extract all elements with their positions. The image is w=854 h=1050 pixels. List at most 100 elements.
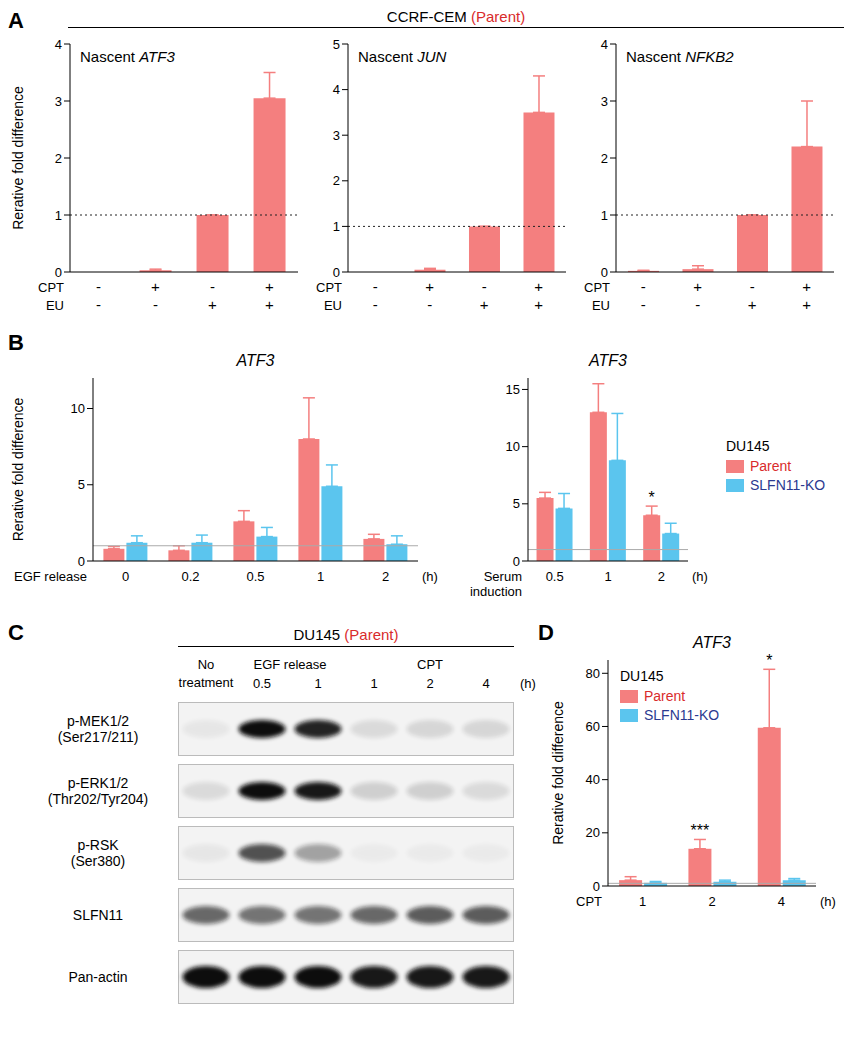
- svg-text:-: -: [96, 278, 101, 295]
- svg-text:0: 0: [55, 265, 62, 280]
- html-text:B: B: [8, 330, 24, 355]
- html-text:Nascent NFKB2: Nascent NFKB2: [626, 48, 734, 65]
- svg-text:-: -: [695, 296, 700, 313]
- svg-text:0.2: 0.2: [181, 569, 199, 584]
- svg-text:4: 4: [601, 37, 608, 52]
- svg-text:***: ***: [691, 822, 710, 839]
- svg-text:0.5: 0.5: [246, 569, 264, 584]
- html-text:C: C: [8, 620, 24, 645]
- svg-text:1: 1: [317, 569, 324, 584]
- svg-text:0: 0: [601, 265, 608, 280]
- html-text:SLFN11-KO: SLFN11-KO: [750, 477, 826, 493]
- html-text:DU145: DU145: [726, 438, 770, 454]
- svg-text:3: 3: [333, 128, 340, 143]
- html-text:A: A: [8, 8, 24, 33]
- svg-text:EU: EU: [324, 298, 342, 313]
- html-text:Nascent JUN: Nascent JUN: [358, 48, 447, 65]
- svg-text:40: 40: [586, 772, 600, 787]
- svg-text:Serum: Serum: [484, 569, 522, 584]
- svg-text:2: 2: [55, 151, 62, 166]
- html-text:Nascent ATF3: Nascent ATF3: [80, 48, 175, 65]
- svg-text:EU: EU: [46, 298, 64, 313]
- svg-text:5: 5: [513, 496, 520, 511]
- svg-text:EGF release: EGF release: [14, 569, 87, 584]
- svg-text:+: +: [480, 296, 489, 313]
- svg-text:10: 10: [506, 439, 520, 454]
- svg-text:-: -: [482, 278, 487, 295]
- html-text:Parent: Parent: [750, 458, 792, 474]
- svg-text:20: 20: [586, 825, 600, 840]
- html-text:DU145 (Parent): DU145 (Parent): [293, 626, 399, 643]
- svg-text:3: 3: [55, 94, 62, 109]
- svg-text:0: 0: [78, 554, 85, 569]
- svg-text:0: 0: [593, 879, 600, 894]
- svg-text:0: 0: [513, 554, 520, 569]
- svg-text:-: -: [96, 296, 101, 313]
- html-text:ATF3: ATF3: [693, 634, 731, 651]
- svg-text:+: +: [802, 278, 811, 295]
- svg-text:0.5: 0.5: [546, 569, 564, 584]
- svg-text:CPT: CPT: [584, 280, 610, 295]
- svg-text:2: 2: [708, 894, 715, 909]
- svg-text:2: 2: [382, 569, 389, 584]
- svg-text:EU: EU: [592, 298, 610, 313]
- html-text:No treatment: No treatment: [178, 657, 234, 690]
- svg-text:+: +: [693, 278, 702, 295]
- svg-text:(h): (h): [692, 569, 708, 584]
- svg-text:1: 1: [55, 208, 62, 223]
- html-text:DU145: DU145: [620, 668, 664, 684]
- svg-text:+: +: [208, 296, 217, 313]
- svg-text:10: 10: [71, 401, 85, 416]
- svg-text:1: 1: [333, 219, 340, 234]
- svg-text:+: +: [265, 278, 274, 295]
- svg-text:*: *: [766, 652, 772, 669]
- html-text:Parent: Parent: [644, 688, 686, 704]
- svg-text:4: 4: [778, 894, 785, 909]
- svg-text:80: 80: [586, 666, 600, 681]
- svg-text:-: -: [373, 296, 378, 313]
- svg-text:-: -: [641, 296, 646, 313]
- svg-text:induction: induction: [470, 584, 522, 599]
- svg-text:+: +: [802, 296, 811, 313]
- svg-text:-: -: [427, 296, 432, 313]
- svg-text:1: 1: [601, 208, 608, 223]
- svg-text:4: 4: [333, 82, 340, 97]
- svg-text:+: +: [748, 296, 757, 313]
- svg-text:2: 2: [333, 173, 340, 188]
- svg-text:CPT: CPT: [38, 280, 64, 295]
- svg-text:Rerative fold difference: Rerative fold difference: [10, 397, 26, 541]
- html-text:ATF3: ATF3: [589, 352, 627, 369]
- svg-text:-: -: [373, 278, 378, 295]
- svg-text:5: 5: [333, 37, 340, 52]
- svg-text:+: +: [425, 278, 434, 295]
- svg-text:4: 4: [55, 37, 62, 52]
- svg-text:Rerative fold difference: Rerative fold difference: [550, 701, 566, 845]
- svg-text:3: 3: [601, 94, 608, 109]
- svg-text:0: 0: [333, 265, 340, 280]
- svg-text:5: 5: [78, 477, 85, 492]
- svg-text:(h): (h): [820, 894, 836, 909]
- svg-text:+: +: [151, 278, 160, 295]
- svg-text:-: -: [641, 278, 646, 295]
- svg-text:1: 1: [604, 569, 611, 584]
- svg-text:0: 0: [122, 569, 129, 584]
- svg-text:Rerative fold difference: Rerative fold difference: [10, 86, 26, 230]
- svg-text:CPT: CPT: [576, 894, 602, 909]
- svg-text:+: +: [534, 296, 543, 313]
- svg-text:15: 15: [506, 382, 520, 397]
- html-text:ATF3: ATF3: [236, 352, 275, 369]
- html-text:CCRF-CEM (Parent): CCRF-CEM (Parent): [386, 8, 526, 25]
- svg-text:+: +: [265, 296, 274, 313]
- svg-text:1: 1: [639, 894, 646, 909]
- svg-text:*: *: [649, 489, 655, 506]
- svg-text:+: +: [534, 278, 543, 295]
- html-text:D: D: [538, 620, 554, 645]
- svg-text:CPT: CPT: [316, 280, 342, 295]
- svg-text:-: -: [750, 278, 755, 295]
- svg-text:-: -: [210, 278, 215, 295]
- svg-text:2: 2: [601, 151, 608, 166]
- svg-text:2: 2: [658, 569, 665, 584]
- svg-text:-: -: [153, 296, 158, 313]
- svg-text:60: 60: [586, 719, 600, 734]
- svg-text:(h): (h): [422, 569, 438, 584]
